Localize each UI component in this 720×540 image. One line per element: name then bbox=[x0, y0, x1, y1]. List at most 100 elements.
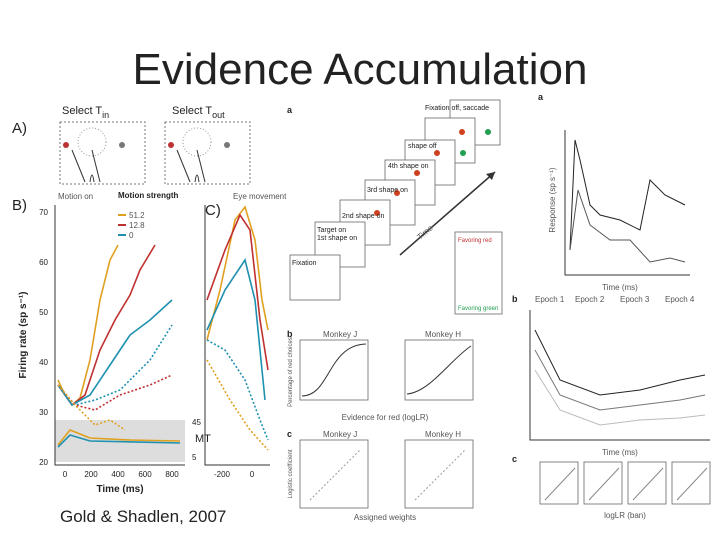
legend-label: 51.2 bbox=[129, 211, 145, 220]
panel-label: c bbox=[287, 429, 292, 439]
label: Select T bbox=[172, 105, 212, 117]
psychometric-curve bbox=[301, 343, 367, 397]
target bbox=[434, 150, 440, 156]
y-tick-label: 50 bbox=[39, 308, 48, 317]
x-tick-label: 0 bbox=[250, 470, 255, 479]
curve bbox=[57, 299, 173, 407]
plot-frame bbox=[299, 339, 369, 401]
trace bbox=[569, 139, 686, 251]
trace bbox=[534, 349, 706, 411]
scene-frame bbox=[164, 121, 251, 185]
x-axis-label: Assigned weights bbox=[354, 513, 416, 522]
legend-label: 12.8 bbox=[129, 221, 145, 230]
panel-label: A) bbox=[12, 120, 27, 137]
sketch bbox=[71, 149, 101, 183]
curve bbox=[206, 258, 266, 401]
target bbox=[224, 142, 230, 148]
monkey-label: Monkey J bbox=[323, 430, 357, 439]
curve bbox=[57, 244, 156, 407]
curve bbox=[206, 205, 269, 341]
mt-tick: 45 bbox=[192, 418, 201, 427]
legend-frame bbox=[454, 231, 503, 315]
curve bbox=[57, 384, 126, 431]
mt-label: MT bbox=[195, 433, 211, 445]
scene-frame bbox=[59, 121, 146, 185]
left-figure: A) B) C) Select Tin Select Tout Motion o… bbox=[12, 105, 287, 495]
fit-line bbox=[544, 467, 708, 501]
panel-label: b bbox=[287, 329, 293, 339]
step-label: 4th shape on bbox=[388, 163, 429, 170]
y-tick-label: 60 bbox=[39, 258, 48, 267]
mt-curve bbox=[57, 434, 181, 448]
step-frame bbox=[289, 254, 341, 301]
trace bbox=[534, 329, 706, 396]
x-tick-label: 400 bbox=[111, 470, 125, 479]
legend-label: 0 bbox=[129, 231, 134, 240]
arrowhead bbox=[486, 172, 495, 180]
y-tick-label: 20 bbox=[39, 458, 48, 467]
monkey-label: Monkey H bbox=[425, 330, 461, 339]
curve bbox=[57, 244, 119, 407]
y-axis-label: Firing rate (sp s⁻¹) bbox=[18, 292, 29, 379]
note: Motion on bbox=[58, 192, 93, 201]
epoch-label: Epoch 2 bbox=[575, 295, 605, 304]
y-axis-label: Percentage of red choices bbox=[288, 337, 294, 407]
epoch-label: Epoch 3 bbox=[620, 295, 650, 304]
curve bbox=[206, 359, 269, 451]
step-label: 3rd shape on bbox=[367, 187, 408, 194]
panel-label: B) bbox=[12, 197, 27, 214]
label: Select T bbox=[62, 105, 102, 117]
plot-frame bbox=[671, 461, 711, 505]
panel-label: b bbox=[512, 294, 518, 304]
curves bbox=[57, 205, 269, 451]
target bbox=[459, 129, 465, 135]
mt-tick: 5 bbox=[192, 453, 197, 462]
panel-label: c bbox=[512, 454, 517, 464]
x-tick-label: 0 bbox=[63, 470, 68, 479]
target bbox=[394, 190, 400, 196]
step-labels: Fixation Target on 1st shape on 2nd shap… bbox=[292, 105, 489, 267]
target bbox=[119, 142, 125, 148]
step-panels bbox=[289, 99, 501, 301]
select-label: Select Tout bbox=[172, 105, 225, 120]
y-tick-label: 30 bbox=[39, 408, 48, 417]
x-tick-label: 200 bbox=[84, 470, 98, 479]
curve bbox=[206, 213, 269, 371]
trace bbox=[534, 369, 706, 426]
x-axis-label: Evidence for red (logLR) bbox=[342, 413, 429, 422]
sketch bbox=[176, 149, 206, 183]
y-tick-label: 40 bbox=[39, 358, 48, 367]
note: Eye movement bbox=[233, 192, 287, 201]
x-tick-label: 600 bbox=[138, 470, 152, 479]
monkey-label: Monkey H bbox=[425, 430, 461, 439]
target bbox=[414, 170, 420, 176]
psychometric-curve bbox=[406, 345, 472, 395]
panel-label: C) bbox=[205, 202, 221, 219]
slide-title: Evidence Accumulation bbox=[133, 45, 588, 94]
x-axis-label: Time (ms) bbox=[602, 283, 638, 292]
step-label: shape off bbox=[408, 143, 437, 150]
target bbox=[374, 210, 380, 216]
x-axis-label: Time (ms) bbox=[96, 484, 143, 495]
plot-frame bbox=[583, 461, 623, 505]
epoch-label: Epoch 4 bbox=[665, 295, 695, 304]
plot-frame bbox=[627, 461, 667, 505]
y-ticks: 70 60 50 40 30 20 0 200 400 600 800 -200… bbox=[39, 208, 255, 479]
plot-frame bbox=[404, 339, 474, 401]
label-sub: in bbox=[102, 110, 109, 120]
step-label: Fixation bbox=[292, 260, 317, 267]
time-arrow bbox=[399, 171, 496, 256]
right-figure: a b c Time (ms) Response (sp s⁻¹) Epoch … bbox=[512, 92, 711, 520]
select-label: Select Tin bbox=[62, 105, 109, 120]
legend-title: Motion strength bbox=[118, 191, 179, 200]
citation: Gold & Shadlen, 2007 bbox=[60, 507, 226, 526]
curve bbox=[57, 324, 173, 406]
curve bbox=[206, 339, 269, 441]
axis bbox=[529, 310, 710, 441]
axis bbox=[564, 130, 690, 276]
step-label: 1st shape on bbox=[317, 235, 357, 242]
epoch-label: Epoch 1 bbox=[535, 295, 565, 304]
step-label: 2nd shape on bbox=[342, 213, 385, 220]
task-scene bbox=[59, 121, 251, 185]
